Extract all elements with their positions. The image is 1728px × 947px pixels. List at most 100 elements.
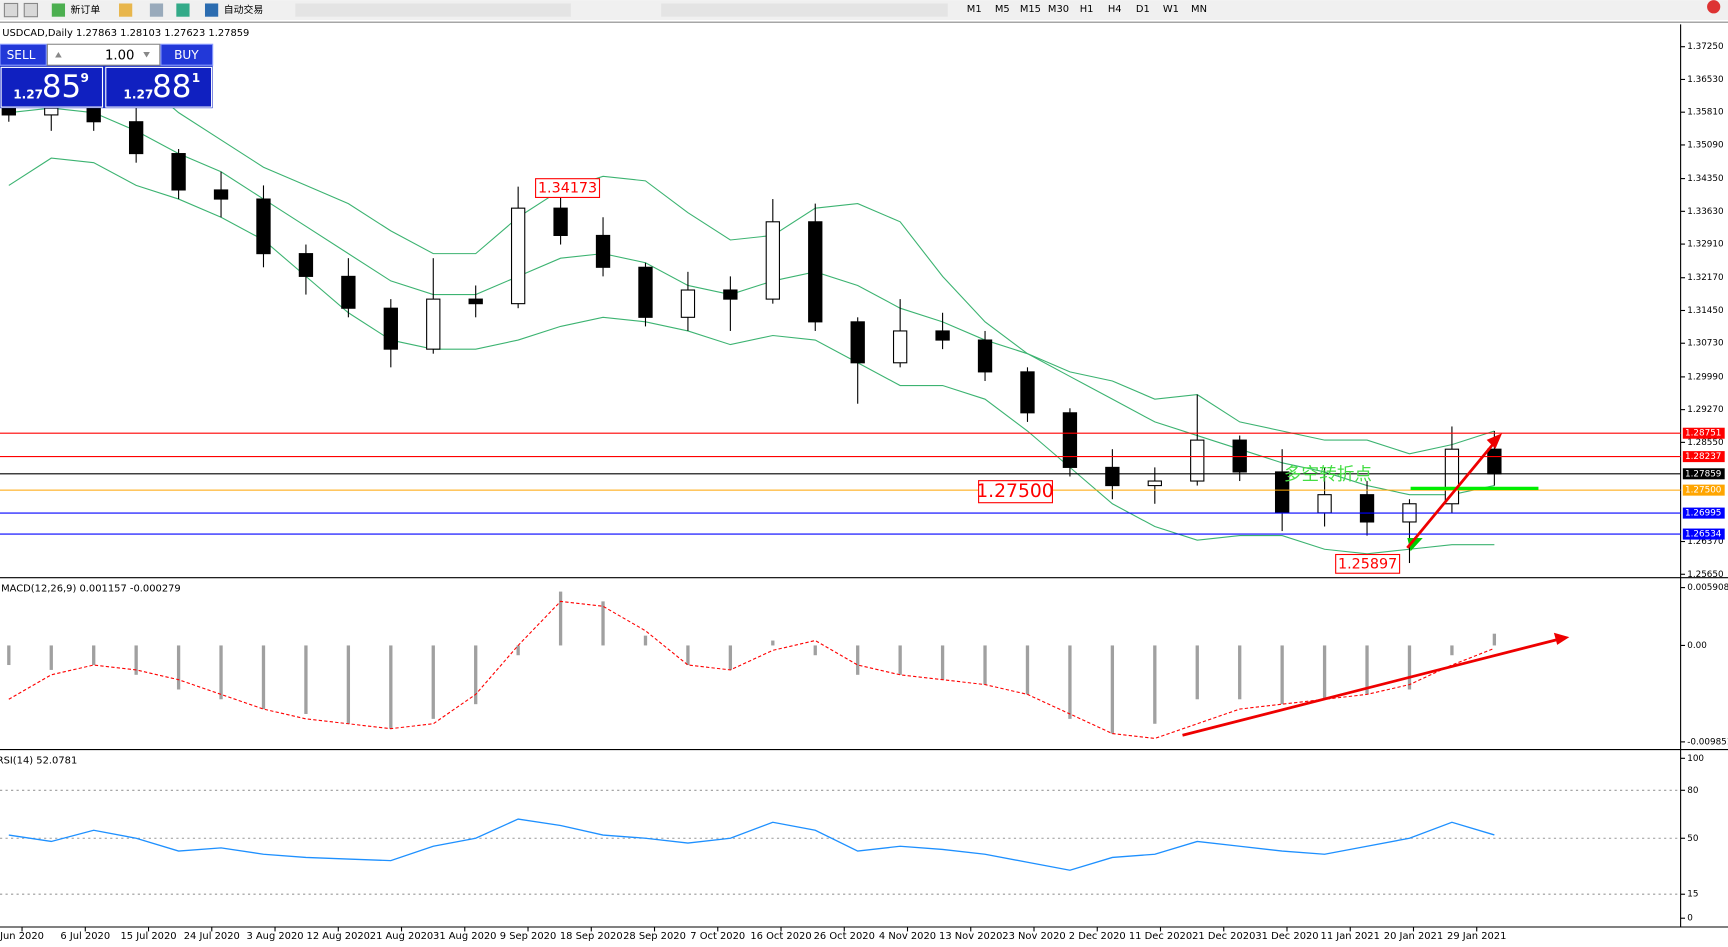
x-tick-label: 20 Jan 2021 (1384, 931, 1443, 942)
macd-bar (813, 645, 817, 656)
x-tick-label: 26 Oct 2020 (814, 931, 875, 942)
timeframe[interactable]: D1 (1136, 4, 1150, 15)
candle-body (553, 207, 568, 236)
macd-bar (558, 591, 563, 646)
candle-body (850, 321, 865, 364)
timeframe[interactable]: M1 (967, 4, 982, 15)
alert[interactable] (1707, 0, 1721, 14)
trend-arrow (1182, 638, 1559, 737)
macd-bar (1280, 645, 1284, 705)
tool-group[interactable] (295, 3, 571, 17)
macd-bar (7, 645, 11, 666)
candle-body (256, 198, 271, 255)
x-tick-label: 11 Jan 2021 (1321, 931, 1380, 942)
level-label: 1.26995 (1685, 509, 1721, 519)
y-tick-label: 1.29270 (1687, 405, 1724, 415)
toolbar-button[interactable]: 新订单 (71, 3, 101, 16)
annotation: 多空转折点 (1284, 464, 1372, 485)
macd-bar (516, 645, 520, 656)
sell-label[interactable]: SELL (7, 48, 36, 62)
y-tick-label: 1.26370 (1687, 537, 1724, 547)
ask-pips[interactable]: 88 (152, 69, 191, 105)
timeframe[interactable]: H1 (1080, 4, 1094, 15)
timeframe[interactable]: MN (1191, 4, 1207, 15)
macd-bar (1153, 645, 1157, 724)
ask-point[interactable]: 1 (192, 71, 200, 85)
icon[interactable] (3, 2, 19, 18)
spin[interactable] (143, 51, 150, 58)
x-tick-label: 3 Aug 2020 (246, 931, 303, 942)
candle-body (935, 330, 950, 341)
timeframe[interactable]: W1 (1163, 4, 1179, 15)
sell-button[interactable] (0, 43, 47, 66)
trend-arrow (1406, 439, 1498, 549)
icon[interactable] (204, 3, 219, 17)
candle-body (86, 107, 101, 123)
candle-body (680, 289, 696, 318)
macd-bar (134, 645, 138, 675)
y-tick-label: 1.33630 (1687, 207, 1724, 217)
x-tick-label: 21 Dec 2020 (1192, 931, 1255, 942)
macd-bar (1365, 645, 1369, 695)
y-tick-label: 1.32170 (1687, 273, 1724, 283)
lots-value[interactable]: 1.00 (105, 48, 134, 63)
macd-bar (856, 645, 860, 675)
bid-pips[interactable]: 85 (42, 69, 81, 105)
y-tick-label: 1.25650 (1687, 570, 1724, 580)
macd-bar (92, 645, 96, 666)
level-label-bg (1682, 451, 1725, 463)
timeframe[interactable]: H4 (1108, 4, 1122, 15)
candle-body (1147, 480, 1162, 487)
icon[interactable] (51, 3, 66, 17)
y-tick-label: 0 (1687, 914, 1693, 924)
level-label: 1.27859 (1685, 469, 1721, 479)
x-tick-label: 29 Jan 2021 (1447, 931, 1506, 942)
ask-box[interactable] (105, 66, 213, 108)
y-tick-label: -0.009851 (1687, 737, 1728, 747)
bid-box[interactable] (0, 66, 104, 108)
macd-bar (49, 645, 53, 670)
toolbar-button[interactable]: 自动交易 (224, 3, 264, 16)
x-tick-label: Jun 2020 (0, 931, 44, 942)
icon[interactable] (176, 3, 190, 17)
x-tick-label: 6 Jul 2020 (60, 931, 110, 942)
candle-body (44, 107, 59, 116)
y-tick-label: 15 (1687, 890, 1698, 900)
buy-button[interactable] (160, 43, 214, 66)
annotation: 1.25897 (1338, 556, 1397, 572)
buy-label[interactable]: BUY (174, 48, 199, 62)
y-tick-label: 1.35090 (1687, 140, 1724, 150)
ask-big[interactable]: 1.27 (123, 87, 153, 101)
x-tick-label: 9 Sep 2020 (500, 931, 556, 942)
tool-group[interactable] (661, 3, 948, 17)
x-tick-label: 31 Dec 2020 (1255, 931, 1318, 942)
icon[interactable] (149, 3, 164, 17)
icon[interactable] (119, 3, 133, 17)
x-tick-label: 16 Oct 2020 (750, 931, 811, 942)
candle-body (1190, 439, 1205, 482)
timeframe[interactable]: M5 (995, 4, 1010, 15)
lots-input[interactable] (46, 43, 161, 66)
bid-point[interactable]: 9 (80, 71, 88, 85)
x-tick-label: 18 Sep 2020 (560, 931, 623, 942)
annotation-box (978, 480, 1053, 504)
macd-bar (601, 601, 605, 646)
y-tick-label: 1.35810 (1687, 108, 1724, 118)
icon[interactable] (23, 2, 39, 18)
band-line (8, 57, 1495, 455)
spin[interactable] (55, 51, 62, 58)
timeframe[interactable]: M30 (1048, 4, 1069, 15)
level-label-bg (1682, 468, 1725, 480)
timeframe[interactable]: M15 (1020, 4, 1041, 15)
arrow-head (1553, 632, 1570, 645)
level-label: 1.27500 (1685, 486, 1722, 496)
macd-bar (1110, 645, 1115, 734)
y-tick-label: 100 (1687, 754, 1704, 764)
y-tick-label: 1.28550 (1687, 438, 1724, 448)
y-tick-label: 1.29990 (1687, 372, 1724, 382)
macd-bar (1068, 645, 1072, 719)
x-tick-label: 13 Nov 2020 (939, 931, 1002, 942)
x-tick-label: 7 Oct 2020 (690, 931, 745, 942)
bid-big[interactable]: 1.27 (13, 87, 43, 101)
level-label-bg (1682, 427, 1725, 439)
